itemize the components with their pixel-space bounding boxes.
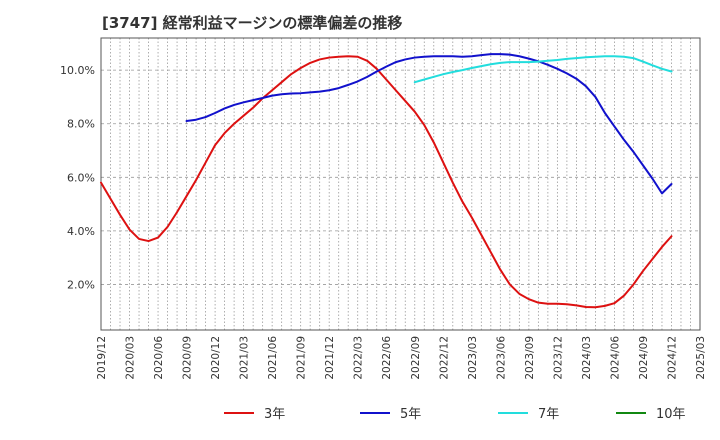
legend-label: 10年 <box>656 407 686 422</box>
x-tick-label: 2024/09 <box>638 336 650 380</box>
y-tick-label: 8.0% <box>67 118 95 131</box>
x-tick-label: 2022/09 <box>410 336 422 380</box>
x-tick-label: 2020/09 <box>182 336 194 380</box>
x-tick-label: 2020/06 <box>153 336 165 380</box>
y-tick-label: 4.0% <box>67 225 95 238</box>
x-tick-label: 2022/03 <box>353 336 365 380</box>
plot-area-border <box>100 37 701 331</box>
series-line-2 <box>413 55 673 84</box>
x-tick-label: 2021/09 <box>296 336 308 380</box>
y-tick-label: 10.0% <box>60 64 95 77</box>
x-tick-label: 2021/03 <box>239 336 251 380</box>
legend-label: 3年 <box>264 407 285 422</box>
x-tick-label: 2025/03 <box>695 336 707 380</box>
x-tick-label: 2023/03 <box>467 336 479 380</box>
legend: 3年 5年 7年 10年 <box>224 407 686 422</box>
x-tick-label: 2020/12 <box>210 336 222 380</box>
x-tick-label: 2023/09 <box>524 336 536 380</box>
series-layer <box>100 53 673 309</box>
x-tick-label: 2022/06 <box>381 336 393 380</box>
series-line-0 <box>100 55 673 309</box>
y-tick-label: 2.0% <box>67 278 95 291</box>
y-tick-label: 6.0% <box>67 171 95 184</box>
x-tick-label: 2024/03 <box>581 336 593 380</box>
x-tick-label: 2021/06 <box>267 336 279 380</box>
x-tick-label: 2024/06 <box>609 336 621 380</box>
x-tick-label: 2020/03 <box>125 336 137 380</box>
x-tick-label: 2022/12 <box>438 336 450 380</box>
series-line-1 <box>185 53 673 195</box>
x-tick-label: 2023/06 <box>495 336 507 380</box>
grid-layer <box>100 38 701 330</box>
x-tick-label: 2019/12 <box>96 336 108 380</box>
x-tick-label: 2024/12 <box>666 336 678 380</box>
legend-label: 5年 <box>400 407 421 422</box>
legend-label: 7年 <box>538 407 559 422</box>
x-tick-label: 2023/12 <box>552 336 564 380</box>
chart-title: [3747] 経常利益マージンの標準偏差の推移 <box>102 14 403 32</box>
axis-layer: 2.0% 4.0% 6.0% 8.0% 10.0% 2019/12 2020/03 2020/… <box>60 37 707 380</box>
x-tick-label: 2021/12 <box>324 336 336 380</box>
